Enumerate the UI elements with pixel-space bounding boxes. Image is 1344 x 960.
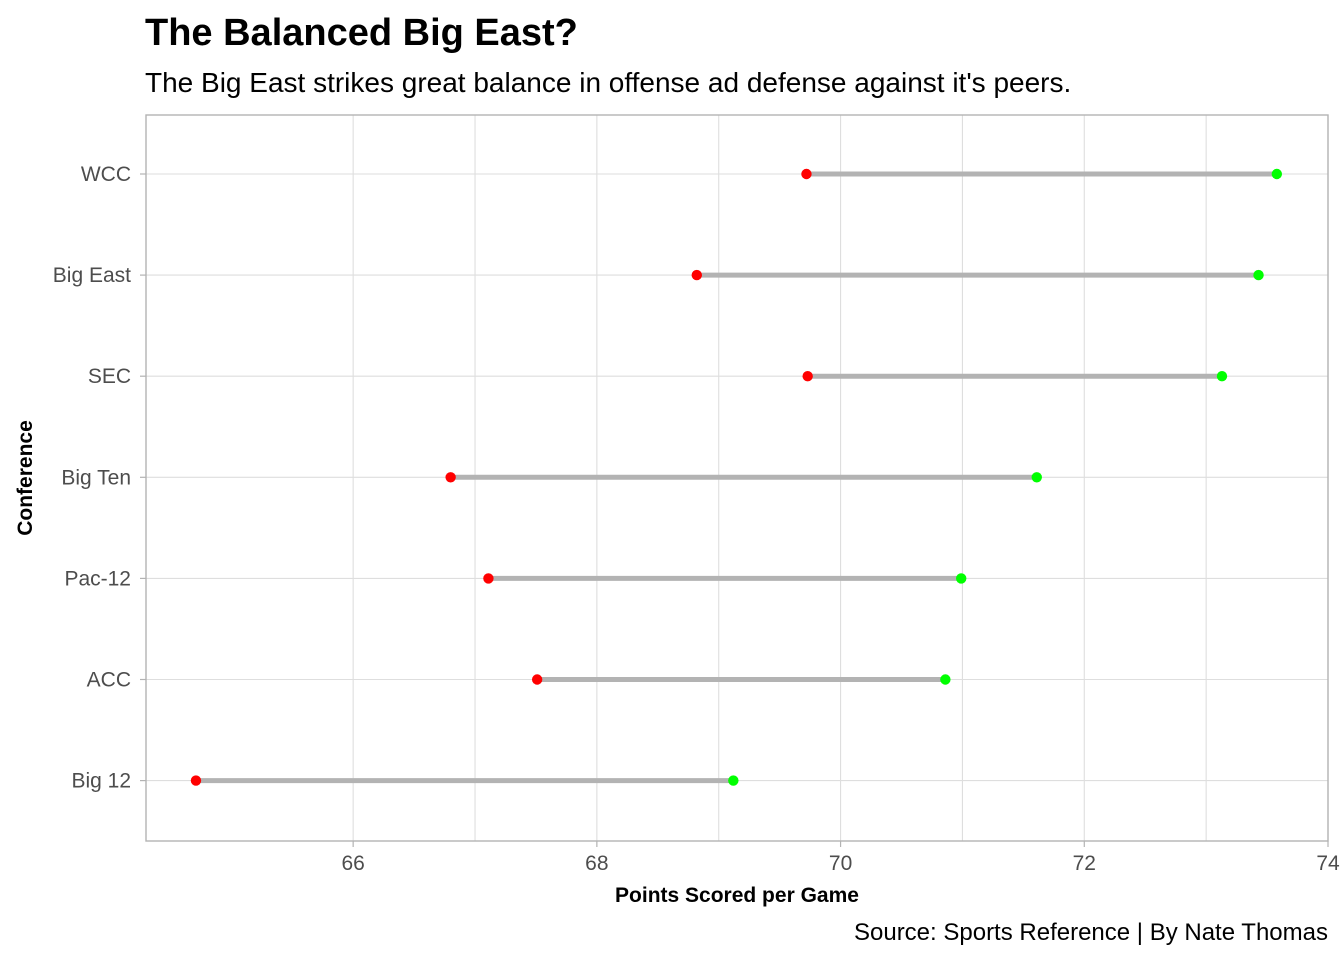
chart-caption: Source: Sports Reference | By Nate Thoma… [854,919,1328,946]
x-axis: 66 68 70 72 74 [341,841,1340,875]
y-tick-label: Big East [53,264,131,287]
point-low [190,775,202,786]
y-axis-title: Conference [14,420,37,536]
y-tick-label: Big 12 [71,770,131,793]
y-tick-label: ACC [87,669,131,692]
y-tick-label: WCC [81,163,131,186]
dumbbell-segments [195,171,1277,784]
point-low [445,472,456,483]
chart-subtitle: The Big East strikes great balance in of… [145,67,1071,98]
point-low [801,168,812,180]
point-high [1216,371,1228,382]
point-low [691,269,702,281]
point-low [531,674,543,685]
point-low [802,371,813,382]
chart-title: The Balanced Big East? [145,12,578,54]
point-low [483,573,494,584]
point-high [1031,472,1042,483]
x-tick-label: 74 [1316,852,1340,875]
y-tick-label: Pac-12 [64,567,131,590]
point-high [728,775,739,786]
x-tick-label: 66 [341,852,364,875]
plot-panel-border [145,114,1329,842]
x-axis-title: Points Scored per Game [615,884,859,907]
x-tick-label: 72 [1073,852,1096,875]
y-axis: WCC Big East SEC Big Ten Pac-12 ACC Big 12 [53,163,146,793]
point-high [956,573,967,584]
x-tick-label: 70 [829,852,852,875]
point-high [1271,168,1283,180]
point-high [940,674,951,685]
dumbbell-points [190,168,1283,786]
y-tick-label: SEC [88,365,131,388]
y-tick-label: Big Ten [61,466,131,489]
x-tick-label: 68 [585,852,608,875]
point-high [1253,269,1264,281]
